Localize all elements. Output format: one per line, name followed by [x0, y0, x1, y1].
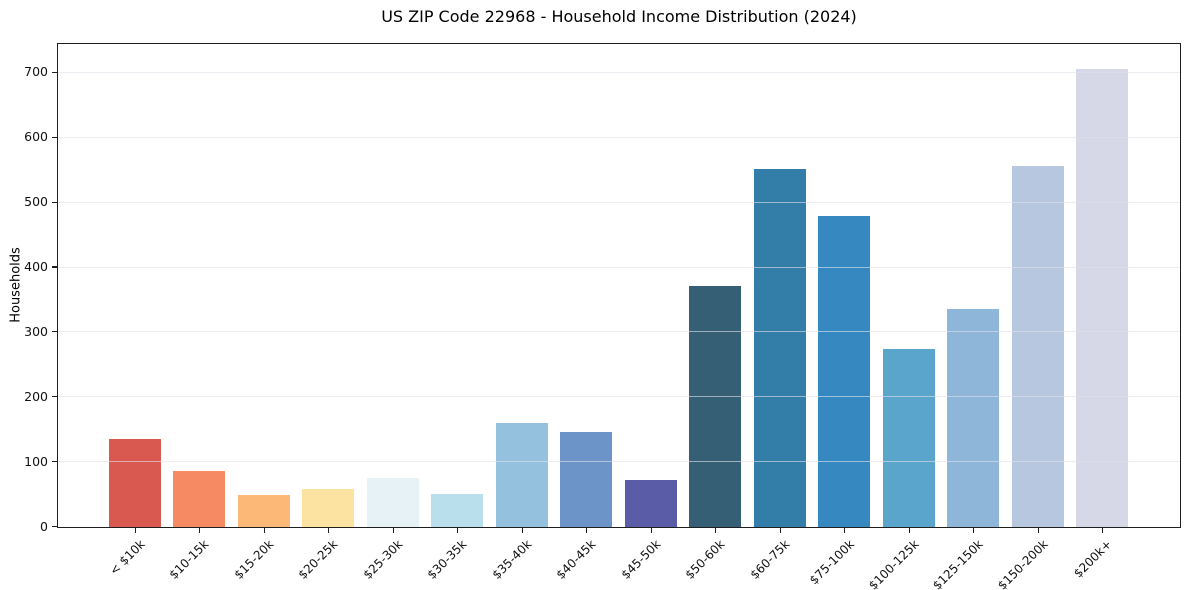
x-tick-mark-$20-25k — [328, 528, 330, 533]
bar-$45-50k — [624, 479, 677, 527]
y-tick-label-700: 700 — [24, 64, 48, 80]
x-tick-label-$15-20k: $15-20k — [231, 537, 277, 582]
bar-$150-200k — [1011, 165, 1064, 527]
bar-$75-100k — [818, 215, 871, 527]
y-tick-label-600: 600 — [24, 129, 48, 145]
x-tick-label-$60-75k: $60-75k — [747, 537, 793, 582]
y-tick-mark-600 — [52, 136, 57, 138]
bar-$10-15k — [173, 470, 226, 527]
x-tick-label-$30-35k: $30-35k — [424, 537, 470, 582]
x-tick-mark-$35-40k — [521, 528, 523, 533]
bar-$40-45k — [560, 431, 613, 527]
y-tick-label-200: 200 — [24, 388, 48, 404]
x-tick-mark-$40-45k — [586, 528, 588, 533]
x-tick-mark-$10-15k — [199, 528, 201, 533]
plot-area — [57, 43, 1181, 528]
y-tick-label-400: 400 — [24, 259, 48, 274]
bar-$35-40k — [495, 423, 548, 527]
y-tick-label-500: 500 — [24, 194, 48, 210]
x-tick-mark-$75-100k — [844, 528, 846, 533]
x-tick-mark-< $10k — [134, 528, 136, 533]
y-tick-mark-200 — [52, 396, 57, 398]
x-tick-mark-$25-30k — [392, 528, 394, 533]
y-tick-mark-700 — [52, 71, 57, 73]
x-tick-label-$25-30k: $25-30k — [360, 537, 406, 582]
bar-$15-20k — [237, 494, 290, 527]
bars-layer — [58, 44, 1180, 527]
bar-$25-30k — [366, 478, 419, 527]
bar-$50-60k — [689, 285, 742, 527]
x-tick-label-$200k+: $200k+ — [1071, 537, 1115, 581]
x-tick-mark-$15-20k — [263, 528, 265, 533]
y-tick-mark-0 — [52, 525, 57, 528]
y-tick-mark-500 — [52, 201, 57, 203]
x-tick-mark-$60-75k — [779, 528, 781, 533]
x-tick-mark-$125-150k — [973, 528, 975, 533]
x-tick-label-$50-60k: $50-60k — [682, 537, 728, 582]
x-tick-label-$40-45k: $40-45k — [553, 537, 599, 582]
x-tick-label-$75-100k: $75-100k — [806, 537, 857, 588]
y-tick-mark-300 — [52, 331, 57, 333]
x-tick-label-$150-200k: $150-200k — [994, 537, 1051, 590]
y-tick-label-300: 300 — [24, 323, 48, 339]
x-tick-label-$100-125k: $100-125k — [865, 537, 922, 590]
bar-$100-125k — [882, 349, 935, 527]
bar-$20-25k — [302, 488, 355, 527]
x-tick-mark-$200k+ — [1102, 528, 1104, 533]
x-tick-mark-$45-50k — [650, 528, 652, 533]
x-tick-mark-$50-60k — [715, 528, 717, 533]
x-tick-label-< $10k: < $10k — [106, 537, 148, 578]
x-tick-label-$10-15k: $10-15k — [166, 537, 212, 582]
bar-$60-75k — [753, 168, 806, 527]
chart-title: US ZIP Code 22968 - Household Income Dis… — [381, 7, 857, 26]
x-tick-mark-$30-35k — [457, 528, 459, 533]
y-tick-mark-100 — [52, 461, 57, 463]
bar-$200k+ — [1076, 69, 1129, 527]
bar-$125-150k — [947, 309, 1000, 527]
y-tick-label-0: 0 — [40, 518, 48, 534]
x-tick-label-$45-50k: $45-50k — [618, 537, 664, 582]
x-tick-mark-$150-200k — [1037, 528, 1039, 533]
y-tick-label-100: 100 — [24, 453, 48, 469]
x-tick-label-$35-40k: $35-40k — [489, 537, 535, 582]
y-tick-mark-400 — [52, 266, 57, 268]
x-tick-label-$125-150k: $125-150k — [929, 537, 986, 590]
bar-< $10k — [108, 439, 161, 527]
x-tick-mark-$100-125k — [908, 528, 910, 533]
x-tick-label-$20-25k: $20-25k — [295, 537, 341, 582]
bar-$30-35k — [431, 493, 484, 527]
